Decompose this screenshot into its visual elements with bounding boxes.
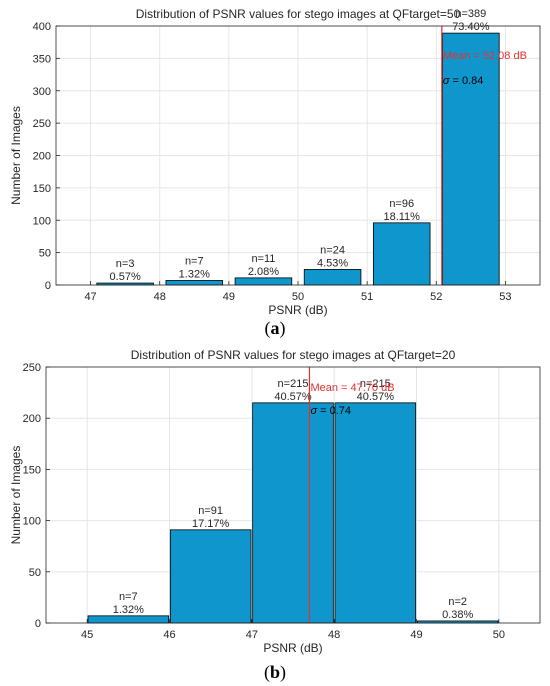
panel-label: (b) [264, 662, 286, 683]
x-tick-label: 47 [84, 291, 96, 303]
bar-percent-label: 40.57% [274, 391, 312, 403]
sigma-symbol: σ [443, 75, 450, 87]
bar-count-label: n=7 [185, 255, 204, 267]
x-tick-label: 48 [328, 629, 340, 641]
sigma-label: σ = 0.84 [443, 75, 484, 87]
x-tick-label: 50 [493, 629, 505, 641]
x-tick-label: 50 [292, 291, 304, 303]
bar-count-label: n=96 [389, 198, 414, 210]
sigma-label: σ = 0.74 [310, 405, 351, 417]
x-tick-label: 45 [81, 629, 93, 641]
bar-percent-label: 73.40% [452, 21, 490, 33]
sigma-value: = 0.84 [449, 75, 483, 87]
sigma-value: = 0.74 [317, 405, 351, 417]
y-tick-label: 0 [35, 618, 41, 630]
bar [252, 402, 334, 624]
bar [372, 222, 431, 286]
bar-count-label: n=2 [448, 596, 467, 608]
y-tick-label: 300 [33, 86, 51, 98]
y-tick-label: 250 [33, 118, 51, 130]
bar-percent-label: 2.08% [248, 266, 279, 278]
panel-letter: b [270, 662, 280, 682]
bar-count-label: n=3 [116, 258, 135, 270]
x-axis-label: PSNR (dB) [268, 303, 327, 317]
y-tick-label: 50 [29, 567, 41, 579]
bar-percent-label: 18.11% [383, 211, 420, 223]
bar-count-label: n=215 [360, 378, 391, 390]
x-axis-label: PSNR (dB) [263, 641, 322, 655]
bar-count-label: n=215 [278, 378, 309, 390]
y-tick-label: 50 [39, 248, 51, 260]
x-tick-label: 53 [499, 291, 511, 303]
bar [303, 269, 362, 286]
bar-percent-label: 0.38% [442, 609, 473, 621]
y-tick-label: 200 [23, 413, 41, 425]
bar-percent-label: 4.53% [317, 257, 348, 269]
bar [165, 280, 224, 286]
bar [169, 529, 252, 624]
x-tick-label: 49 [223, 291, 235, 303]
axes-box [45, 366, 541, 624]
panel-letter: a [271, 318, 280, 338]
mean-label: Mean = 47.70 dB [310, 382, 394, 394]
bar-count-label: n=7 [119, 591, 138, 603]
chart-title: Distribution of PSNR values for stego im… [131, 348, 456, 362]
bar-count-label: n=389 [455, 8, 486, 20]
y-axis-label: Number of Images [9, 446, 23, 545]
y-tick-label: 400 [33, 21, 51, 33]
bar-percent-label: 1.32% [179, 268, 210, 280]
bar [442, 32, 500, 286]
bar-percent-label: 40.57% [357, 391, 395, 403]
bar-count-label: n=11 [251, 253, 275, 265]
y-tick-label: 200 [33, 151, 51, 163]
x-tick-label: 46 [163, 629, 175, 641]
chart-b: n=71.32%n=9117.17%n=21540.57%n=21540.57%… [9, 348, 541, 683]
chart-title: Distribution of PSNR values for stego im… [136, 7, 461, 21]
y-tick-label: 100 [33, 215, 51, 227]
y-tick-label: 350 [33, 53, 51, 65]
panel-label: (a) [265, 318, 286, 339]
bar-percent-label: 17.17% [192, 518, 230, 530]
x-tick-label: 48 [154, 291, 166, 303]
x-tick-label: 51 [361, 291, 373, 303]
y-tick-label: 0 [45, 280, 51, 292]
sigma-symbol: σ [310, 405, 317, 417]
bar-count-label: n=91 [198, 505, 223, 517]
mean-label: Mean = 52.08 dB [443, 50, 527, 62]
y-tick-label: 100 [23, 516, 41, 528]
y-tick-label: 150 [23, 464, 41, 476]
bar-percent-label: 0.57% [110, 271, 141, 283]
bar [334, 402, 417, 624]
x-tick-label: 49 [410, 629, 422, 641]
y-tick-label: 250 [23, 362, 41, 374]
y-tick-label: 150 [33, 183, 51, 195]
bar [87, 615, 170, 624]
bar-count-label: n=24 [320, 244, 345, 256]
x-tick-label: 47 [246, 629, 258, 641]
x-tick-label: 52 [430, 291, 442, 303]
bar-percent-label: 1.32% [113, 604, 144, 616]
bar [234, 277, 293, 286]
chart-a: n=30.57% n=71.32% n=112.08% n=244.53% n=9618… [9, 7, 541, 339]
y-axis-label: Number of Images [9, 106, 23, 205]
